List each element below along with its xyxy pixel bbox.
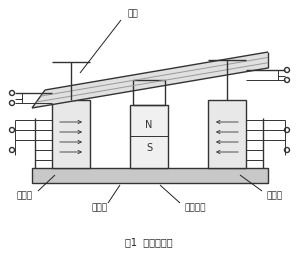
Text: 衔铁: 衔铁 <box>128 9 138 18</box>
Bar <box>208 100 246 168</box>
Circle shape <box>10 127 15 133</box>
Bar <box>133 80 165 105</box>
Bar <box>52 100 90 168</box>
Circle shape <box>10 91 15 95</box>
Circle shape <box>10 101 15 105</box>
Bar <box>130 105 168 168</box>
Text: 永久磁铁: 永久磁铁 <box>184 204 206 212</box>
Circle shape <box>285 78 289 82</box>
Text: S: S <box>146 143 152 153</box>
Text: N: N <box>145 120 153 130</box>
Text: 右边柱: 右边柱 <box>267 191 283 200</box>
Polygon shape <box>32 52 268 108</box>
Text: 左边柱: 左边柱 <box>17 191 33 200</box>
Circle shape <box>285 68 289 72</box>
Text: 图1  原理示意图: 图1 原理示意图 <box>125 237 173 247</box>
Circle shape <box>285 127 289 133</box>
Circle shape <box>10 147 15 153</box>
Text: 磁轭板: 磁轭板 <box>92 204 108 212</box>
Circle shape <box>285 147 289 153</box>
Bar <box>32 168 268 183</box>
